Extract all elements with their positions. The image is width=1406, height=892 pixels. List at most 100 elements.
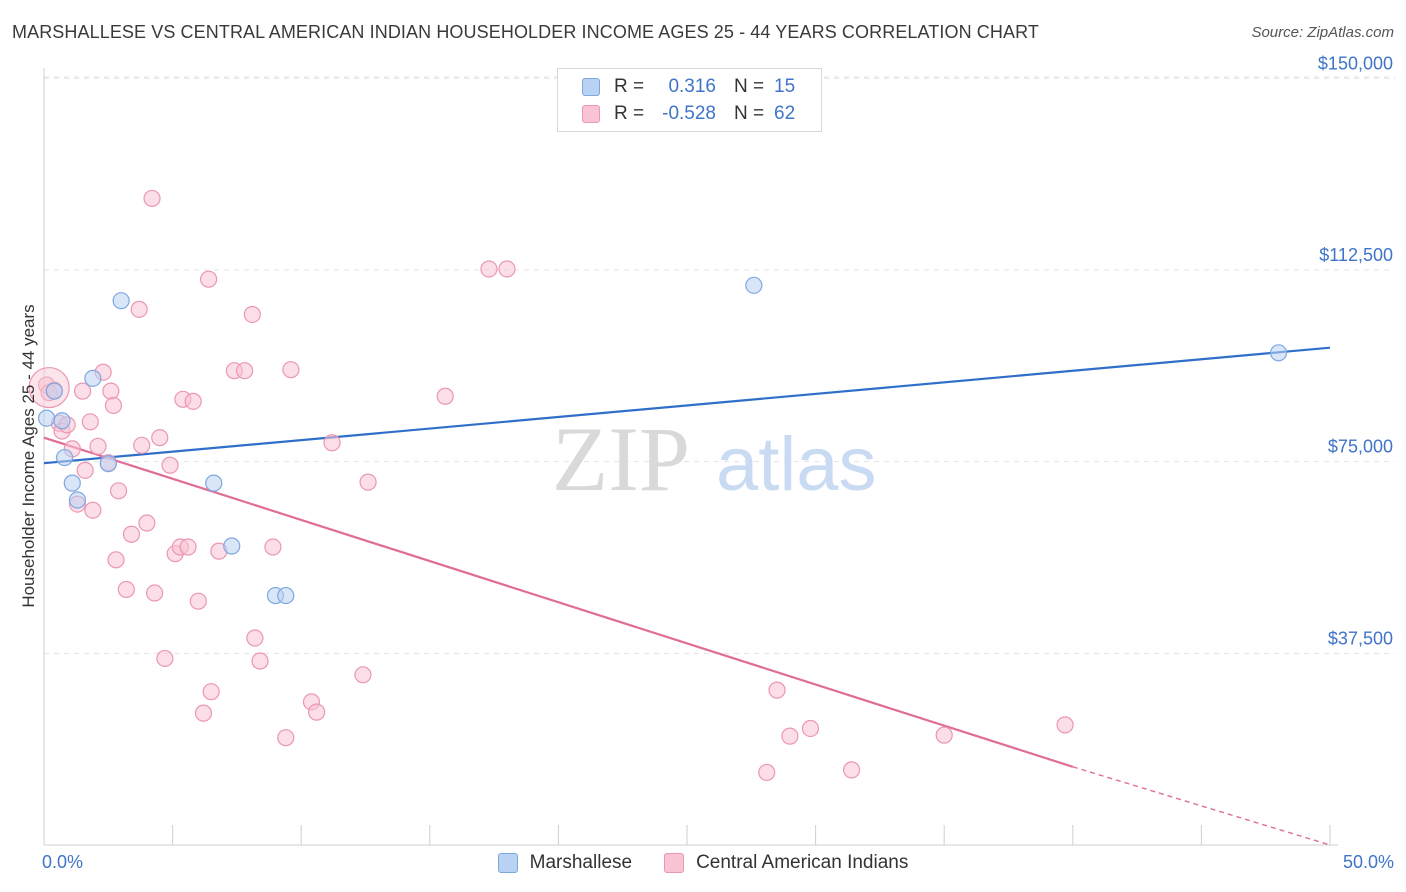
legend-row-central-american-indians: R = -0.528 N = 62 bbox=[582, 102, 795, 126]
point-central-american-indians bbox=[133, 436, 151, 454]
point-central-american-indians bbox=[89, 437, 107, 455]
point-marshallese bbox=[45, 382, 63, 400]
point-central-american-indians bbox=[801, 719, 820, 738]
point-marshallese bbox=[277, 586, 295, 605]
point-central-american-indians bbox=[251, 652, 269, 670]
legend-label-central-american-indians: Central American Indians bbox=[696, 852, 909, 873]
point-central-american-indians bbox=[161, 456, 179, 474]
watermark-zip: ZIP bbox=[552, 408, 690, 510]
point-central-american-indians bbox=[781, 727, 799, 745]
point-central-american-indians bbox=[236, 362, 254, 380]
legend-item-central-american-indians: Central American Indians bbox=[664, 852, 908, 874]
point-central-american-indians bbox=[73, 382, 92, 400]
point-central-american-indians bbox=[130, 300, 148, 318]
point-central-american-indians bbox=[308, 703, 326, 721]
legend-swatch-pink bbox=[582, 105, 600, 123]
data-points bbox=[28, 189, 1288, 782]
axes bbox=[43, 68, 1338, 846]
trendlines bbox=[43, 346, 1331, 846]
point-central-american-indians bbox=[282, 361, 300, 379]
point-marshallese bbox=[37, 409, 56, 427]
legend-r-label: R = bbox=[614, 103, 645, 124]
watermark-atlas: atlas bbox=[716, 422, 877, 507]
legend-n-label: N = bbox=[734, 103, 765, 124]
point-central-american-indians bbox=[109, 482, 128, 500]
point-central-american-indians bbox=[102, 382, 120, 400]
point-central-american-indians bbox=[184, 392, 202, 410]
trendline-central-american-indians bbox=[43, 436, 1074, 768]
point-central-american-indians bbox=[843, 761, 861, 779]
source-label: Source: ZipAtlas.com bbox=[1251, 24, 1394, 41]
point-central-american-indians bbox=[498, 260, 516, 278]
legend-swatch-blue bbox=[497, 853, 518, 873]
point-marshallese bbox=[223, 537, 241, 555]
point-marshallese bbox=[55, 448, 74, 467]
point-central-american-indians bbox=[200, 270, 218, 288]
point-marshallese bbox=[112, 292, 130, 310]
y-tick-label: $112,500 bbox=[1319, 245, 1393, 265]
point-central-american-indians bbox=[189, 592, 207, 610]
legend-n-label: N = bbox=[734, 76, 765, 97]
point-central-american-indians bbox=[323, 434, 341, 452]
y-tick-labels: $37,500 $75,000 $112,500 $150,000 bbox=[1318, 53, 1393, 648]
point-central-american-indians bbox=[156, 649, 174, 668]
trendline-marshallese bbox=[43, 346, 1331, 465]
legend-n-value: 62 bbox=[774, 103, 796, 124]
legend-swatch-pink bbox=[664, 853, 685, 873]
point-central-american-indians bbox=[107, 551, 125, 569]
point-central-american-indians bbox=[117, 580, 135, 599]
y-axis-label: Householder Income Ages 25 - 44 years bbox=[19, 304, 38, 607]
point-central-american-indians bbox=[145, 584, 164, 602]
point-marshallese bbox=[53, 412, 71, 430]
point-central-american-indians bbox=[758, 763, 776, 782]
point-central-american-indians bbox=[81, 413, 99, 431]
legend-r-value: 0.316 bbox=[668, 76, 716, 97]
point-central-american-indians bbox=[277, 729, 295, 747]
legend-label-marshallese: Marshallese bbox=[529, 852, 633, 873]
watermark: ZIP atlas bbox=[552, 408, 877, 510]
legend-r-value: -0.528 bbox=[662, 103, 716, 124]
legend-swatch-blue bbox=[582, 78, 600, 96]
x-ticks bbox=[43, 825, 1331, 845]
point-marshallese bbox=[205, 474, 223, 492]
point-marshallese bbox=[745, 276, 763, 294]
series-legend: Marshallese Central American Indians bbox=[0, 852, 1406, 874]
point-central-american-indians bbox=[935, 726, 953, 744]
point-central-american-indians bbox=[480, 260, 498, 278]
legend-r-label: R = bbox=[614, 76, 645, 97]
legend-row-marshallese: R = 0.316 N = 15 bbox=[582, 75, 795, 99]
y-tick-label: $150,000 bbox=[1318, 53, 1393, 73]
point-central-american-indians bbox=[359, 473, 377, 491]
point-marshallese bbox=[84, 369, 102, 387]
point-central-american-indians bbox=[179, 538, 197, 556]
correlation-legend: R = 0.316 N = 15 R = -0.528 N = 62 bbox=[557, 68, 822, 132]
point-central-american-indians bbox=[354, 666, 372, 684]
x-tick-label-min: 0.0% bbox=[42, 852, 84, 872]
legend-item-marshallese: Marshallese bbox=[497, 852, 633, 874]
point-central-american-indians bbox=[76, 461, 94, 479]
x-tick-label-max: 50.0% bbox=[1342, 852, 1394, 872]
point-central-american-indians bbox=[84, 501, 102, 519]
point-marshallese bbox=[99, 455, 117, 473]
point-central-american-indians bbox=[436, 387, 454, 405]
point-central-american-indians bbox=[202, 683, 220, 701]
chart-title: MARSHALLESE VS CENTRAL AMERICAN INDIAN H… bbox=[12, 22, 1039, 42]
point-central-american-indians bbox=[194, 704, 213, 722]
point-central-american-indians bbox=[138, 514, 156, 532]
y-tick-label: $37,500 bbox=[1328, 628, 1393, 648]
point-central-american-indians bbox=[1056, 716, 1074, 734]
point-central-american-indians bbox=[264, 538, 282, 556]
point-central-american-indians bbox=[243, 305, 261, 324]
point-central-american-indians bbox=[143, 189, 161, 208]
point-central-american-indians bbox=[104, 396, 123, 415]
legend-n-value: 15 bbox=[774, 76, 796, 97]
point-marshallese bbox=[63, 474, 81, 492]
point-central-american-indians bbox=[122, 525, 141, 543]
point-marshallese bbox=[1269, 344, 1288, 362]
point-central-american-indians bbox=[246, 629, 264, 647]
point-central-american-indians bbox=[768, 681, 786, 699]
y-tick-label: $75,000 bbox=[1328, 437, 1393, 457]
point-marshallese bbox=[68, 491, 87, 509]
point-central-american-indians bbox=[151, 429, 169, 447]
